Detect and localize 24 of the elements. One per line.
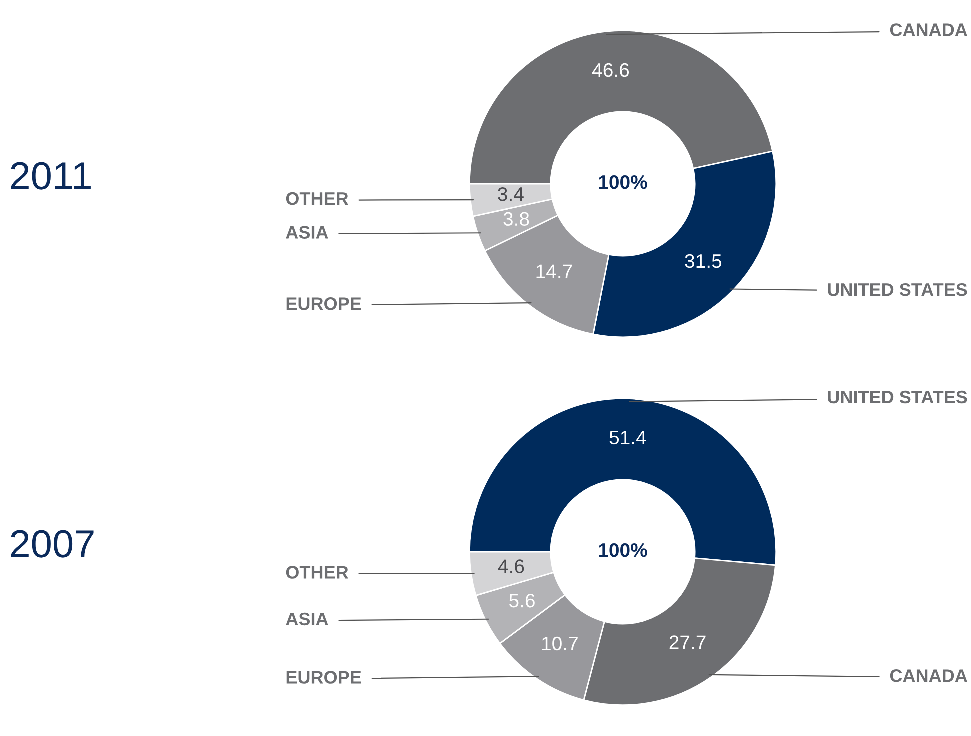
slice-label: OTHER (286, 192, 348, 206)
data-label: 46.6 (592, 63, 630, 78)
data-label: 5.6 (510, 594, 535, 608)
data-label: 10.7 (542, 636, 578, 651)
data-label: 14.7 (536, 264, 572, 278)
text: 2011 (11, 162, 91, 190)
slice-label: ASIA (286, 226, 328, 239)
text: 100% (599, 543, 648, 558)
data-label: 3.8 (504, 212, 530, 226)
data-label: 3.4 (498, 187, 524, 202)
data-label: 27.7 (670, 636, 706, 650)
slice-label: OTHER (286, 566, 348, 579)
slice-label: ASIA (286, 612, 328, 626)
slice-label: UNITED STATES (828, 283, 968, 296)
slice-label: CANADA (890, 670, 968, 682)
data-label: 31.5 (685, 254, 722, 268)
text: 2007 (11, 530, 94, 558)
text: 100% (599, 175, 648, 190)
data-label: 51.4 (610, 431, 646, 445)
slice-label: UNITED STATES (828, 390, 968, 404)
data-label: 4.6 (498, 560, 524, 574)
slice-label: CANADA (890, 24, 968, 36)
slice-label: EUROPE (286, 671, 362, 684)
slice-label: EUROPE (286, 298, 362, 310)
